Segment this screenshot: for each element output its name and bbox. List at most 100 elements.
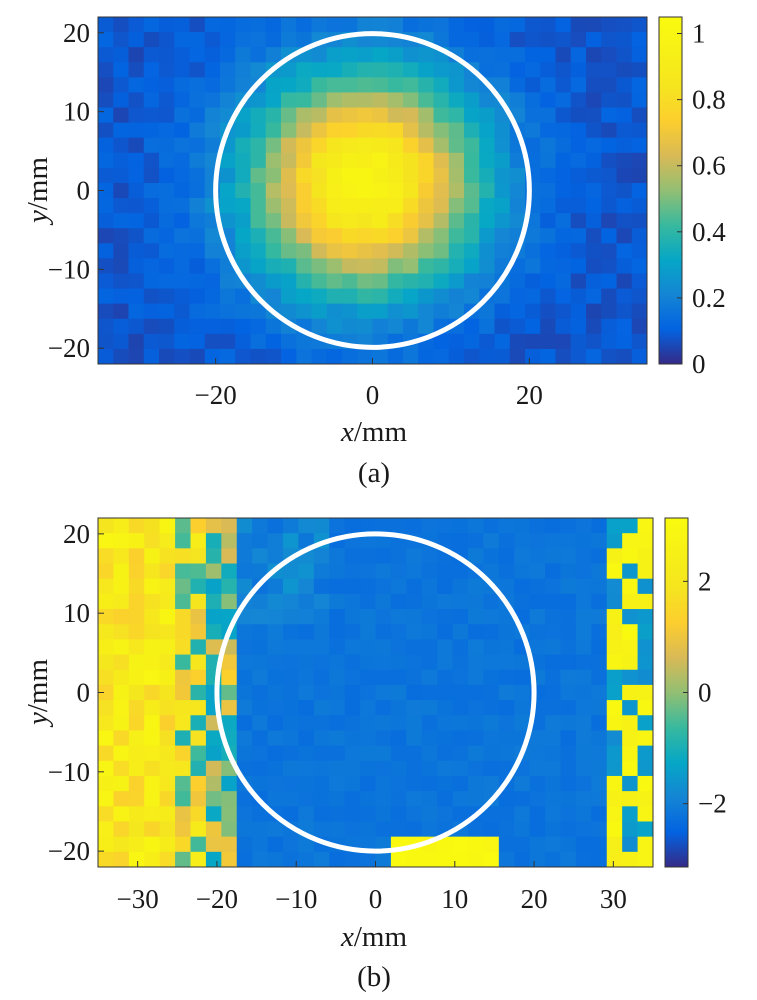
heatmap-cell bbox=[360, 821, 377, 838]
heatmap-cell bbox=[387, 167, 404, 184]
heatmap-cell bbox=[390, 760, 407, 777]
heatmap-cell bbox=[525, 348, 541, 364]
heatmap-cell bbox=[342, 107, 358, 124]
heatmap-cell bbox=[403, 92, 419, 109]
heatmap-cell bbox=[143, 77, 160, 94]
heatmap-cell bbox=[509, 288, 526, 305]
heatmap-cell bbox=[452, 836, 469, 853]
x-tick-label: −30 bbox=[117, 884, 159, 914]
heatmap-cell bbox=[220, 167, 236, 184]
heatmap-cell bbox=[113, 92, 130, 109]
heatmap-cell bbox=[437, 791, 454, 807]
heatmap-cell bbox=[372, 122, 389, 139]
heatmap-cell bbox=[616, 32, 633, 48]
heatmap-cell bbox=[98, 243, 114, 259]
heatmap-cell bbox=[267, 669, 284, 686]
heatmap-cell bbox=[437, 836, 454, 853]
heatmap-cell bbox=[128, 213, 145, 229]
heatmap-cell bbox=[298, 791, 315, 807]
heatmap-cell bbox=[631, 258, 647, 275]
heatmap-cell bbox=[326, 122, 343, 139]
heatmap-cell bbox=[236, 806, 253, 823]
heatmap-cell bbox=[204, 333, 221, 350]
heatmap-cell bbox=[468, 669, 485, 686]
heatmap-cell bbox=[637, 745, 653, 762]
heatmap-cell bbox=[433, 333, 450, 350]
heatmap-cell bbox=[329, 745, 346, 762]
heatmap-cell bbox=[529, 639, 546, 656]
heatmap-cell bbox=[525, 62, 541, 78]
heatmap-cell bbox=[622, 715, 639, 732]
heatmap-cell bbox=[296, 77, 313, 94]
heatmap-cell bbox=[591, 806, 608, 823]
heatmap-cell bbox=[357, 122, 374, 139]
heatmap-cell bbox=[175, 760, 192, 777]
y-tick-label: −20 bbox=[48, 333, 90, 363]
heatmap-cell bbox=[113, 288, 130, 305]
heatmap-cell bbox=[250, 107, 267, 124]
heatmap-cell bbox=[113, 348, 130, 364]
heatmap-cell bbox=[113, 700, 130, 716]
heatmap-cell bbox=[189, 182, 206, 199]
heatmap-cell bbox=[418, 137, 435, 154]
heatmap-cell bbox=[479, 107, 496, 124]
heatmap-cell bbox=[437, 775, 454, 792]
heatmap-cell bbox=[375, 578, 392, 595]
heatmap-cell bbox=[326, 258, 343, 275]
heatmap-cell bbox=[296, 92, 313, 109]
heatmap-cell bbox=[570, 228, 587, 244]
heatmap-cell bbox=[468, 578, 485, 595]
heatmap-cell bbox=[464, 273, 480, 290]
heatmap-cell bbox=[586, 62, 602, 78]
heatmap-cell bbox=[545, 836, 562, 853]
heatmap-cell bbox=[498, 639, 515, 656]
heatmap-cell bbox=[144, 836, 161, 853]
heatmap-cell bbox=[452, 578, 469, 595]
heatmap-cell bbox=[143, 228, 160, 244]
heatmap-cell bbox=[479, 92, 496, 109]
heatmap-cell bbox=[159, 609, 176, 625]
heatmap-cell bbox=[128, 152, 145, 169]
heatmap-cell bbox=[159, 333, 175, 350]
heatmap-cell bbox=[622, 669, 639, 686]
heatmap-cell bbox=[586, 122, 602, 139]
heatmap-cell bbox=[575, 684, 592, 701]
heatmap-cell bbox=[509, 167, 526, 184]
heatmap-cell bbox=[448, 228, 465, 244]
heatmap-cell bbox=[616, 333, 633, 350]
heatmap-cell bbox=[616, 318, 633, 335]
heatmap-cell bbox=[514, 836, 531, 853]
heatmap-cell bbox=[235, 288, 252, 305]
heatmap-cell bbox=[326, 152, 343, 169]
heatmap-cell bbox=[622, 533, 639, 549]
heatmap-cell bbox=[98, 17, 114, 33]
heatmap-cell bbox=[606, 548, 623, 565]
heatmap-cell bbox=[421, 791, 438, 807]
heatmap-cell bbox=[267, 791, 284, 807]
heatmap-cell bbox=[175, 654, 192, 671]
heatmap-cell bbox=[296, 333, 313, 350]
heatmap-cell bbox=[250, 273, 267, 290]
heatmap-cell bbox=[433, 62, 450, 78]
heatmap-cell bbox=[128, 137, 145, 154]
heatmap-cell bbox=[586, 333, 602, 350]
heatmap-cell bbox=[464, 288, 480, 305]
heatmap-cell bbox=[591, 791, 608, 807]
heatmap-cell bbox=[298, 851, 315, 867]
heatmap-cell bbox=[437, 700, 454, 716]
x-tick-label: 10 bbox=[441, 884, 468, 914]
heatmap-cell bbox=[390, 806, 407, 823]
heatmap-cell bbox=[403, 273, 419, 290]
heatmap-cell bbox=[637, 760, 653, 777]
heatmap-cell bbox=[406, 578, 423, 595]
heatmap-cell bbox=[433, 122, 450, 139]
heatmap-cell bbox=[494, 182, 511, 199]
heatmap-cell bbox=[236, 700, 253, 716]
heatmap-cell bbox=[98, 806, 115, 823]
heatmap-cell bbox=[631, 348, 647, 364]
heatmap-cell bbox=[601, 137, 618, 154]
heatmap-cell bbox=[113, 563, 130, 580]
heatmap-cell bbox=[387, 318, 404, 335]
heatmap-cell bbox=[235, 243, 252, 259]
